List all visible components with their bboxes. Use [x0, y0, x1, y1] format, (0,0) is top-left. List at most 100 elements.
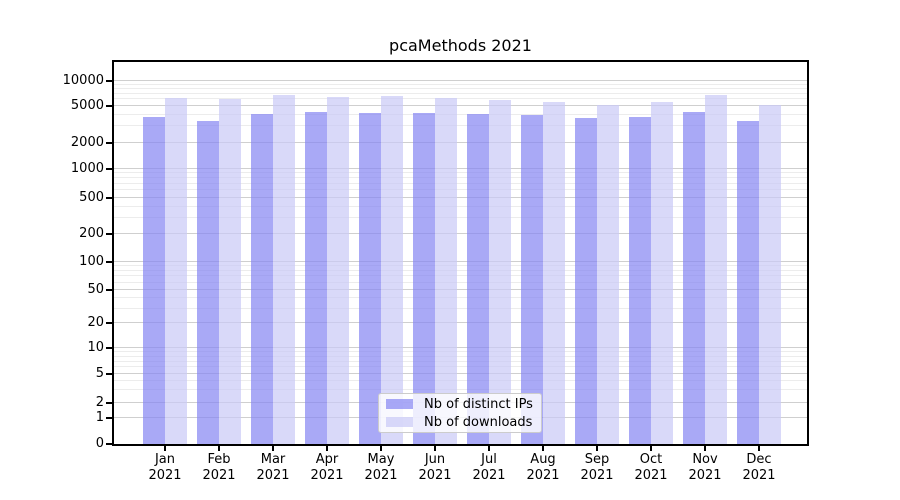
x-tick-mark-aug [542, 446, 544, 451]
bar-oct-distinct-ips [629, 117, 651, 444]
y-tick-mark-2000 [106, 141, 112, 144]
y-tick-mark-500 [106, 196, 112, 199]
bar-sep-distinct-ips [575, 118, 597, 444]
y-tick-label-500: 500 [79, 189, 104, 205]
y-tick-mark-0 [106, 443, 112, 445]
y-tick-mark-10000 [106, 79, 112, 82]
y-tick-label-2000: 2000 [70, 134, 104, 150]
minor-gridline-4 [114, 380, 807, 382]
major-gridline-10000 [114, 79, 807, 81]
x-tick-label-oct: Oct 2021 [619, 452, 683, 484]
x-tick-label-feb: Feb 2021 [187, 452, 251, 484]
minor-gridline-90 [114, 265, 807, 267]
major-gridline-200 [114, 232, 807, 234]
minor-gridline-3 [114, 389, 807, 391]
y-tick-label-10000: 10000 [62, 72, 104, 88]
x-tick-mark-sep [596, 446, 598, 451]
minor-gridline-7 [114, 360, 807, 362]
minor-gridline-7000 [114, 92, 807, 94]
major-gridline-5 [114, 373, 807, 375]
bar-aug-distinct-ips [521, 114, 543, 444]
major-gridline-500 [114, 196, 807, 198]
major-gridline-20 [114, 322, 807, 324]
x-tick-mark-apr [326, 446, 328, 451]
x-tick-year-oct: 2021 [634, 468, 668, 483]
x-tick-year-nov: 2021 [688, 468, 722, 483]
x-tick-mark-oct [650, 446, 652, 451]
bar-aug-downloads [543, 101, 565, 444]
minor-gridline-3000 [114, 125, 807, 127]
y-tick-mark-200 [106, 232, 112, 235]
bar-may-downloads [381, 96, 403, 444]
minor-gridline-900 [114, 172, 807, 174]
y-tick-label-20: 20 [87, 315, 104, 331]
major-gridline-10 [114, 347, 807, 349]
x-tick-year-aug: 2021 [526, 468, 560, 483]
bar-dec-distinct-ips [737, 121, 759, 444]
y-tick-label-200: 200 [79, 225, 104, 241]
minor-gridline-8 [114, 355, 807, 357]
x-tick-mark-jan [164, 446, 166, 451]
y-tick-label-1: 1 [95, 409, 104, 425]
bar-jun-downloads [435, 97, 457, 444]
x-tick-year-jun: 2021 [418, 468, 452, 483]
minor-gridline-60 [114, 281, 807, 283]
x-tick-year-mar: 2021 [256, 468, 290, 483]
chart-title: pcaMethods 2021 [389, 36, 532, 55]
minor-gridline-80 [114, 269, 807, 271]
x-tick-mark-dec [758, 446, 760, 451]
minor-gridline-6000 [114, 98, 807, 100]
bar-jul-downloads [489, 99, 511, 444]
bars-layer [114, 62, 807, 444]
x-tick-label-may: May 2021 [349, 452, 413, 484]
y-tick-label-2: 2 [95, 394, 104, 410]
x-tick-label-nov: Nov 2021 [673, 452, 737, 484]
x-tick-label-apr: Apr 2021 [295, 452, 359, 484]
x-tick-label-aug: Aug 2021 [511, 452, 575, 484]
x-tick-mark-nov [704, 446, 706, 451]
y-tick-mark-5 [106, 373, 112, 376]
minor-gridline-30 [114, 307, 807, 309]
minor-gridline-700 [114, 182, 807, 184]
bar-feb-distinct-ips [197, 121, 219, 444]
x-tick-year-sep: 2021 [580, 468, 614, 483]
y-tick-label-50: 50 [87, 282, 104, 298]
x-tick-label-jun: Jun 2021 [403, 452, 467, 484]
minor-gridline-70 [114, 275, 807, 277]
y-tick-mark-10 [106, 347, 112, 350]
y-tick-mark-2 [106, 401, 112, 404]
y-tick-mark-1000 [106, 167, 112, 170]
minor-gridline-8000 [114, 87, 807, 89]
x-tick-mark-jul [488, 446, 490, 451]
minor-gridline-300 [114, 216, 807, 218]
y-tick-mark-5000 [106, 105, 112, 107]
x-tick-year-jul: 2021 [472, 468, 506, 483]
x-tick-label-jan: Jan 2021 [133, 452, 197, 484]
minor-gridline-9 [114, 351, 807, 353]
legend-item-downloads: Nb of downloads [386, 415, 541, 430]
y-tick-label-1000: 1000 [70, 160, 104, 176]
y-tick-mark-20 [106, 322, 112, 325]
x-tick-label-jul: Jul 2021 [457, 452, 521, 484]
minor-gridline-6 [114, 366, 807, 368]
x-tick-mark-may [380, 446, 382, 451]
bar-apr-downloads [327, 97, 349, 444]
minor-gridline-800 [114, 177, 807, 179]
y-tick-mark-100 [106, 260, 112, 263]
x-tick-year-apr: 2021 [310, 468, 344, 483]
bar-nov-downloads [705, 95, 727, 444]
major-gridline-2000 [114, 141, 807, 143]
legend-swatch-downloads-icon [386, 417, 413, 427]
bar-jan-downloads [165, 97, 187, 444]
x-tick-label-sep: Sep 2021 [565, 452, 629, 484]
y-tick-label-100: 100 [79, 253, 104, 269]
x-tick-mark-feb [218, 446, 220, 451]
y-tick-label-10: 10 [87, 340, 104, 356]
bar-feb-downloads [219, 99, 241, 444]
x-tick-mark-mar [272, 446, 274, 451]
bar-mar-distinct-ips [251, 113, 273, 444]
plot-area [112, 60, 809, 446]
y-tick-mark-50 [106, 289, 112, 292]
x-tick-year-jan: 2021 [148, 468, 182, 483]
